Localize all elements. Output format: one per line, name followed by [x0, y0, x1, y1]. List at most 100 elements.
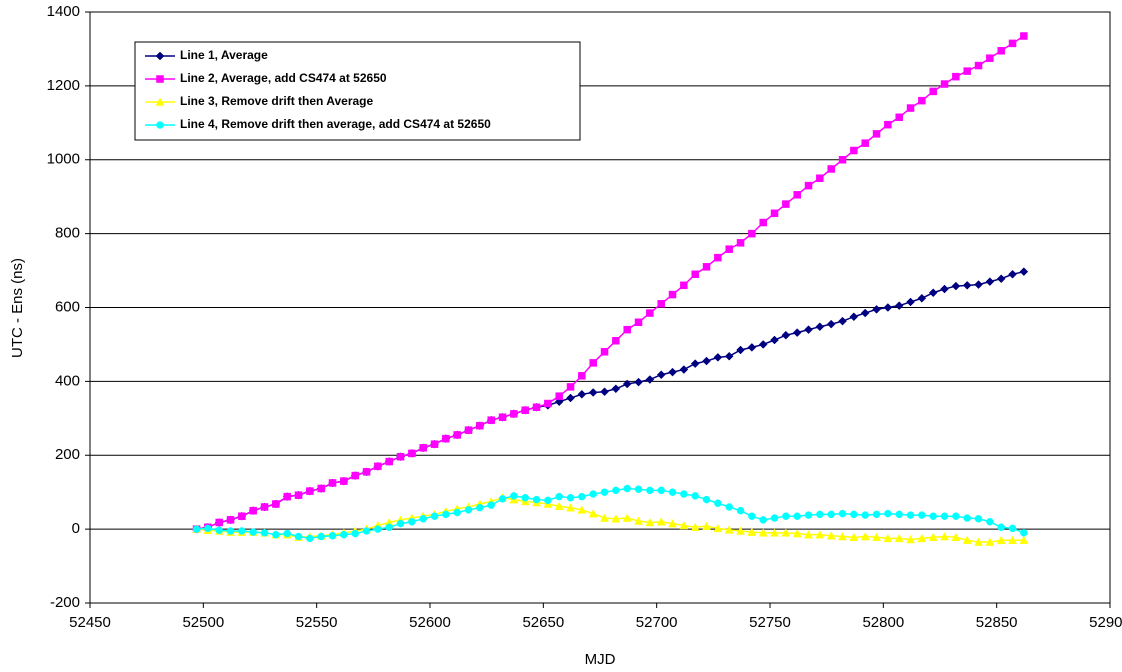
marker — [804, 181, 813, 190]
marker — [962, 535, 972, 544]
marker — [577, 505, 587, 514]
marker — [986, 517, 994, 526]
x-tick-label: 52800 — [862, 614, 904, 631]
marker — [770, 335, 779, 345]
marker — [362, 468, 371, 476]
marker — [566, 383, 575, 391]
marker — [781, 330, 791, 340]
marker — [487, 416, 495, 424]
marker — [770, 528, 779, 537]
marker — [283, 492, 291, 501]
marker — [996, 274, 1006, 284]
marker — [736, 526, 745, 535]
marker — [986, 54, 994, 62]
marker — [510, 492, 518, 500]
marker — [725, 245, 733, 253]
marker — [622, 379, 632, 389]
marker — [374, 525, 382, 533]
marker — [351, 471, 359, 480]
marker — [985, 277, 995, 286]
marker — [1008, 39, 1017, 48]
marker — [690, 359, 700, 368]
marker — [1019, 535, 1029, 544]
marker — [1020, 529, 1028, 537]
marker — [702, 263, 711, 271]
marker — [668, 290, 677, 299]
marker — [566, 393, 575, 403]
marker — [1019, 267, 1029, 277]
marker — [850, 146, 858, 155]
x-tick-label: 52600 — [409, 614, 451, 631]
marker — [385, 523, 393, 532]
marker — [793, 191, 801, 199]
marker — [328, 479, 337, 487]
marker — [940, 284, 949, 294]
marker — [725, 503, 733, 511]
marker — [883, 533, 893, 543]
marker — [690, 522, 700, 532]
marker — [260, 529, 269, 537]
marker — [351, 529, 359, 538]
marker — [906, 534, 915, 544]
marker — [294, 532, 303, 541]
marker — [872, 532, 881, 542]
marker — [985, 537, 995, 546]
marker — [600, 387, 609, 397]
marker — [408, 517, 416, 526]
marker — [226, 527, 235, 535]
marker — [816, 510, 824, 519]
marker — [623, 484, 631, 493]
marker — [645, 517, 655, 527]
marker — [317, 484, 325, 493]
marker — [656, 517, 666, 526]
marker — [634, 377, 643, 387]
marker — [860, 308, 870, 318]
marker — [156, 121, 164, 129]
marker — [770, 514, 779, 522]
marker — [476, 421, 484, 430]
marker — [249, 506, 257, 515]
marker — [770, 209, 779, 218]
legend-label: Line 3, Remove drift then Average — [180, 94, 373, 108]
marker — [656, 370, 666, 380]
marker — [883, 303, 893, 312]
marker — [872, 510, 881, 519]
marker — [1008, 524, 1017, 533]
marker — [215, 518, 223, 527]
marker — [815, 322, 825, 332]
marker — [838, 316, 847, 326]
marker — [566, 503, 575, 512]
marker — [714, 253, 722, 262]
marker — [396, 519, 405, 528]
marker — [657, 486, 665, 495]
marker — [929, 512, 937, 520]
marker — [826, 531, 836, 540]
marker — [793, 512, 801, 520]
marker — [226, 516, 235, 524]
marker — [600, 488, 609, 496]
marker — [487, 501, 495, 509]
marker — [430, 440, 439, 448]
marker — [906, 297, 915, 307]
marker — [155, 97, 165, 106]
marker — [555, 392, 563, 400]
marker — [758, 340, 768, 349]
marker — [815, 530, 825, 539]
marker — [532, 403, 541, 411]
marker — [713, 523, 723, 533]
marker — [838, 509, 847, 518]
marker — [918, 96, 926, 105]
marker — [192, 525, 201, 533]
marker — [974, 61, 983, 70]
marker — [996, 535, 1006, 544]
marker — [895, 113, 903, 122]
marker — [906, 104, 915, 112]
marker — [679, 520, 689, 530]
marker — [155, 51, 165, 61]
marker — [827, 510, 835, 519]
y-tick-label: 400 — [55, 372, 80, 389]
marker — [215, 526, 223, 534]
marker — [646, 309, 654, 317]
x-tick-label: 52900 — [1089, 614, 1122, 631]
marker — [566, 493, 575, 502]
